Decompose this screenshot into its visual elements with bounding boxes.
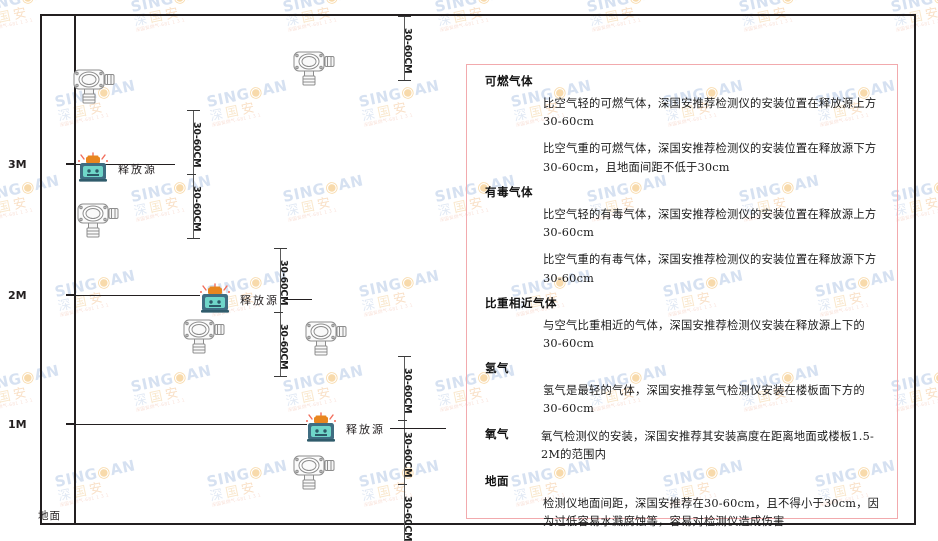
level-tick [66,294,75,296]
detector-mid-left-icon [178,316,234,360]
dimension-tick [274,312,283,313]
watermark-brand: SING◉AN [281,0,365,17]
guideline-text-toxic-gas-1: 比空气重的有毒气体，深国安推荐检测仪的安装位置在释放源下方30-60cm [543,253,877,285]
axis-label-2m: 2M [8,289,27,302]
dimension-tick [398,356,411,357]
level-line-1m [75,424,307,425]
guideline-text-toxic-gas-0: 比空气轻的有毒气体，深国安推荐检测仪的安装位置在释放源上方30-60cm [543,207,877,240]
watermark-subtext: 深国安燃气-681 1 3 1 [0,295,3,319]
diagram-frame [40,14,916,525]
dimension-label: 30-60CM [402,432,413,478]
detector-below-1m-icon [288,452,344,496]
watermark-brand: SING◉AN [129,0,213,17]
dimension-tick [187,174,196,175]
guideline-section-toxic-gas: 有毒气体 比空气轻的有毒气体，深国安推荐检测仪的安装位置在释放源上方30-60cm… [485,184,883,288]
release-source-label: 释放源 [240,294,279,307]
release-source-label: 释放源 [118,163,157,176]
guideline-section-flammable-gas: 可燃气体 比空气轻的可燃气体，深国安推荐检测仪的安装位置在释放源上方30-60cm… [485,74,883,177]
guideline-section-oxygen: 氧气 氧气检测仪的安装，深国安推荐其安装高度在距离地面或楼板1.5-2M的范围内 [485,426,883,474]
ground-label: 地面 [38,510,61,522]
vertical-axis [74,16,76,523]
guideline-section-ground: 地面检测仪地面间距，深国安推荐在30-60cm，且不得小于30cm，因为过低容易… [485,475,883,531]
guideline-section-hydrogen: 氢气氢气是最轻的气体，深国安推荐氢气检测仪安装在楼板面下方的30-60cm [485,362,883,418]
dimension-label: 30-60CM [402,368,413,414]
guideline-text-similar-density-gas-0: 与空气比重相近的气体，深国安推荐检测仪安装在释放源上下的30-60cm [543,318,865,351]
guideline-heading-hydrogen: 氢气 [485,361,509,376]
dimension-tick [398,420,407,421]
dimension-tick [398,80,411,81]
detector-top-left-icon [68,66,124,110]
guideline-text-hydrogen-0: 氢气是最轻的气体，深国安推荐氢气检测仪安装在楼板面下方的30-60cm [543,384,865,416]
watermark-brand: SING◉AN [433,0,517,17]
dimension-tick [398,484,407,485]
guideline-heading-toxic-gas: 有毒气体 [485,184,533,199]
watermark-brand: SING◉AN [737,0,821,17]
watermark-brand: SING◉AN [585,0,669,17]
guideline-text-flammable-gas-1: 比空气重的可燃气体，深国安推荐检测仪的安装位置在释放源下方30-60cm，且地面… [543,142,877,174]
source-2m-icon [198,283,232,319]
guideline-text-flammable-gas-0: 比空气轻的可燃气体，深国安推荐检测仪的安装位置在释放源上方30-60cm [543,96,877,129]
guideline-heading-oxygen: 氧气 [485,426,509,441]
guideline-text-ground-0: 检测仪地面间距，深国安推荐在30-60cm，且不得小于30cm，因为过低容易水溅… [543,497,880,529]
watermark-brand: SING◉AN [889,0,938,17]
dimension-line-lower-right-column [404,356,405,541]
watermark-subtext: 深国安燃气-681 1 3 1 [0,485,3,509]
guideline-text-oxygen-0: 氧气检测仪的安装，深国安推荐其安装高度在距离地面或楼板1.5-2M的范围内 [541,429,875,462]
dimension-line-top-column [404,16,405,80]
detector-mid-right-icon [300,318,356,362]
dimension-tick [274,248,287,249]
detector-below-3m-icon [72,200,128,244]
level-line-3m [75,164,175,165]
dimension-label: 30-60CM [402,496,413,541]
watermark-brand-cn: 深国安 [0,91,1,124]
guidelines-panel: 可燃气体 比空气轻的可燃气体，深国安推荐检测仪的安装位置在释放源上方30-60cm… [466,64,898,528]
dimension-tick [187,238,200,239]
leader-line [390,428,446,429]
level-tick [66,163,75,165]
axis-label-3m: 3M [8,158,27,171]
watermark-brand-cn: 深国安 [0,281,1,314]
dimension-label: 30-60CM [191,122,202,168]
level-line-2m [75,295,200,296]
dimension-tick [187,110,200,111]
dimension-label: 30-60CM [402,28,413,74]
source-3m-icon [76,152,110,188]
watermark-brand: SING◉AN [0,0,61,17]
guideline-section-similar-density-gas: 比重相近气体与空气比重相近的气体，深国安推荐检测仪安装在释放源上下的30-60c… [485,295,883,353]
release-source-label: 释放源 [346,423,385,436]
guideline-heading-ground: 地面 [485,474,509,489]
detector-top-mid-icon [288,48,344,92]
level-tick [66,423,75,425]
dimension-label: 30-60CM [278,324,289,370]
source-1m-icon [304,412,338,448]
axis-label-1m: 1M [8,418,27,431]
watermark-brand-cn: 深国安 [0,471,1,504]
dimension-tick [398,16,411,17]
guideline-heading-similar-density-gas: 比重相近气体 [485,295,557,310]
dimension-tick [274,376,287,377]
dimension-label: 30-60CM [191,186,202,232]
watermark-subtext: 深国安燃气-681 1 3 1 [0,105,3,129]
leader-line [284,299,312,300]
guideline-heading-flammable-gas: 可燃气体 [485,74,533,88]
